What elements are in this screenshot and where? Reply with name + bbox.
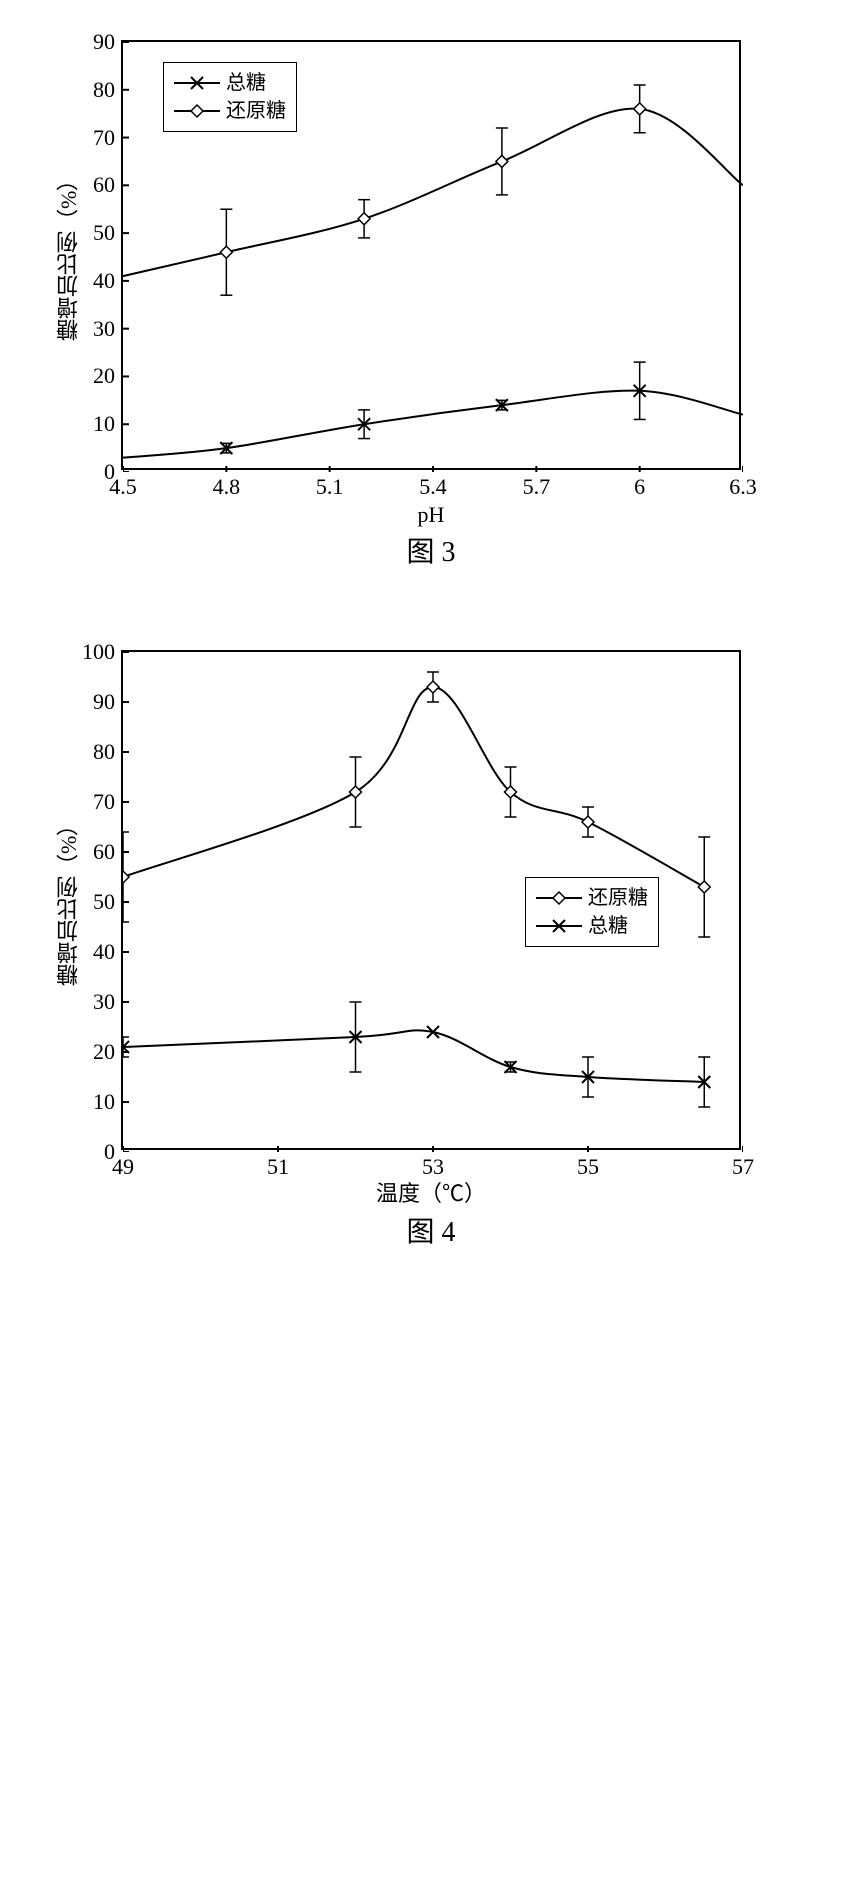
figure-4-caption: 图 4 bbox=[406, 1210, 455, 1250]
y-tick-label: 40 bbox=[63, 268, 123, 294]
y-tick-label: 20 bbox=[63, 363, 123, 389]
legend: 还原糖总糖 bbox=[525, 877, 659, 947]
x-tick-label: 53 bbox=[422, 1148, 444, 1180]
chart-4-x-label: 温度（℃） bbox=[376, 1176, 486, 1208]
y-tick-label: 60 bbox=[63, 172, 123, 198]
y-tick-label: 30 bbox=[63, 989, 123, 1015]
legend-label: 还原糖 bbox=[588, 884, 648, 912]
y-tick-label: 50 bbox=[63, 220, 123, 246]
chart-3-y-label: 糖增加比例（%） bbox=[53, 42, 85, 468]
x-tick-label: 5.4 bbox=[419, 468, 447, 500]
x-tick-label: 49 bbox=[112, 1148, 134, 1180]
figure-3: 糖增加比例（%） pH 01020304050607080904.54.85.1… bbox=[20, 40, 842, 570]
x-tick-label: 6 bbox=[634, 468, 645, 500]
figure-3-caption: 图 3 bbox=[406, 530, 455, 570]
legend-item: 总糖 bbox=[174, 69, 286, 97]
y-tick-label: 90 bbox=[63, 29, 123, 55]
y-tick-label: 60 bbox=[63, 839, 123, 865]
x-tick-label: 5.1 bbox=[316, 468, 344, 500]
x-tick-label: 57 bbox=[732, 1148, 754, 1180]
x-tick-label: 4.5 bbox=[109, 468, 137, 500]
legend-label: 总糖 bbox=[588, 912, 628, 940]
y-tick-label: 100 bbox=[63, 639, 123, 665]
legend-item: 总糖 bbox=[536, 912, 648, 940]
y-tick-label: 40 bbox=[63, 939, 123, 965]
y-tick-label: 50 bbox=[63, 889, 123, 915]
x-tick-label: 55 bbox=[577, 1148, 599, 1180]
y-tick-label: 70 bbox=[63, 789, 123, 815]
y-tick-label: 30 bbox=[63, 316, 123, 342]
y-tick-label: 80 bbox=[63, 77, 123, 103]
x-tick-label: 51 bbox=[267, 1148, 289, 1180]
chart-3-x-label: pH bbox=[418, 502, 445, 528]
chart-3-plot: 糖增加比例（%） pH 01020304050607080904.54.85.1… bbox=[121, 40, 741, 470]
chart-4-plot: 糖增加比例（%） 温度（℃） 0102030405060708090100495… bbox=[121, 650, 741, 1150]
legend-item: 还原糖 bbox=[174, 97, 286, 125]
x-tick-label: 5.7 bbox=[523, 468, 551, 500]
legend: 总糖还原糖 bbox=[163, 62, 297, 132]
y-tick-label: 90 bbox=[63, 689, 123, 715]
y-tick-label: 10 bbox=[63, 1089, 123, 1115]
y-tick-label: 20 bbox=[63, 1039, 123, 1065]
x-tick-label: 6.3 bbox=[729, 468, 757, 500]
x-tick-label: 4.8 bbox=[213, 468, 241, 500]
y-tick-label: 70 bbox=[63, 125, 123, 151]
legend-item: 还原糖 bbox=[536, 884, 648, 912]
legend-label: 总糖 bbox=[226, 69, 266, 97]
y-tick-label: 10 bbox=[63, 411, 123, 437]
legend-label: 还原糖 bbox=[226, 97, 286, 125]
y-tick-label: 80 bbox=[63, 739, 123, 765]
figure-4: 糖增加比例（%） 温度（℃） 0102030405060708090100495… bbox=[20, 650, 842, 1250]
